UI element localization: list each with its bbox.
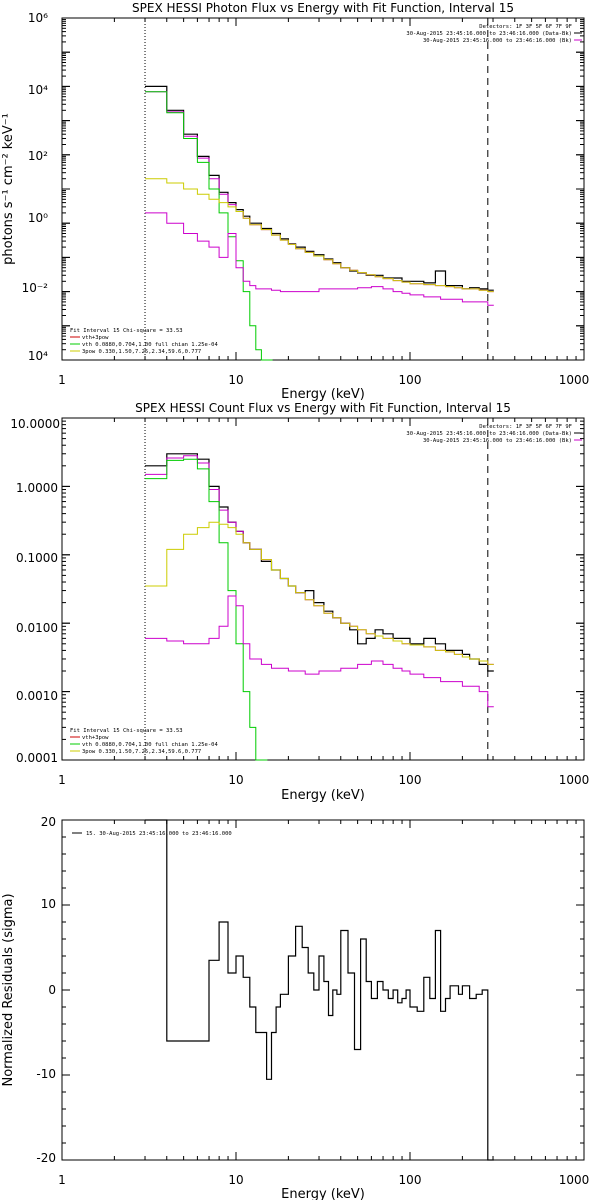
count-flux-ytick-label: 0.0001 xyxy=(16,751,58,765)
photon-flux-xtick-label: 1 xyxy=(58,373,66,387)
residuals-series xyxy=(145,819,494,1161)
photon-flux-series xyxy=(144,18,494,361)
photon-flux-vth-series xyxy=(145,91,273,361)
count-flux-fit-line: vth+3pow xyxy=(82,735,109,741)
photon-flux-xtick-label: 100 xyxy=(399,373,422,387)
count-flux-x-axis-label: Energy (keV) xyxy=(281,788,365,803)
count-flux-vth-series xyxy=(145,458,268,761)
residuals-xtick-label: 1 xyxy=(58,1173,66,1187)
count-flux-ytick-label: 0.0010 xyxy=(16,689,58,703)
photon-flux-xtick-label: 10 xyxy=(228,373,243,387)
photon-flux-frame xyxy=(61,17,585,361)
count-flux-xtick-label: 10 xyxy=(228,773,243,787)
photon-flux-info-line: 30-Aug-2015 23:45:16.000 to 23:46:16.000… xyxy=(423,38,572,44)
count-flux-fit-line: 3pow 0.330,1.50,7.25,2.34,59.6,0.777 xyxy=(82,749,201,755)
residuals-legend-label: 15. 30-Aug-2015 23:45:16.000 to 23:46:16… xyxy=(86,831,232,837)
count-flux-ytick-label: 0.0100 xyxy=(16,621,58,635)
photon-flux-3pow-series xyxy=(145,178,494,293)
count-flux-ytick-label: 1.0000 xyxy=(16,481,58,495)
count-flux-info-line: 30-Aug-2015 23:45:16.000 to 23:46:16.000… xyxy=(406,431,572,437)
residuals-frame xyxy=(61,819,585,1161)
photon-flux-ytick-label: 10⁶ xyxy=(28,11,48,25)
photon-flux-fit-line: 3pow 0.330,1.50,7.25,2.34,59.6,0.777 xyxy=(82,349,201,355)
photon-flux-info-line: Detectors: 1F 3F 5F 6F 7F 9F xyxy=(479,24,572,30)
count-flux-vth-3pow-fit-series xyxy=(145,455,494,665)
count-flux-info-line: Detectors: 1F 3F 5F 6F 7F 9F xyxy=(479,424,572,430)
residuals-ytick-label: 20 xyxy=(41,815,56,829)
photon-flux-fit-line: Fit Interval 15 Chi-square = 33.53 xyxy=(70,328,183,334)
photon-flux-fit-line: vth+3pow xyxy=(82,335,109,341)
count-flux-xtick-label: 1 xyxy=(58,773,66,787)
count-flux-title: SPEX HESSI Count Flux vs Energy with Fit… xyxy=(135,401,511,415)
residuals-ytick-label: -10 xyxy=(36,1067,56,1081)
count-flux-frame xyxy=(61,417,585,761)
photon-flux-ytick-label: 10⁴ xyxy=(28,83,48,97)
residuals-ytick-label: -20 xyxy=(36,1151,56,1165)
photon-flux-ticks xyxy=(61,17,585,361)
photon-flux-ytick-label: 10⁻² xyxy=(22,281,49,295)
count-flux-ticks xyxy=(61,417,585,761)
photon-flux-xtick-label: 1000 xyxy=(559,373,590,387)
count-flux-series xyxy=(144,418,494,761)
photon-flux-panel: SPEX HESSI Photon Flux vs Energy with Fi… xyxy=(1,1,589,402)
photon-flux-x-axis-label: Energy (keV) xyxy=(281,387,365,402)
photon-flux-title: SPEX HESSI Photon Flux vs Energy with Fi… xyxy=(132,1,514,15)
photon-flux-ytick-label: 10⁴ xyxy=(28,349,48,363)
count-flux-xtick-label: 100 xyxy=(399,773,422,787)
residuals-panel: 20 10 0 -10 -20 1 10 100 1000 Energy (ke… xyxy=(1,815,589,1200)
residuals-y-axis-label: Normalized Residuals (sigma) xyxy=(1,893,16,1086)
count-flux-xtick-label: 1000 xyxy=(559,773,590,787)
residuals-xtick-label: 10 xyxy=(228,1173,243,1187)
photon-flux-data-minus-bk-series xyxy=(145,85,494,291)
count-flux-panel: SPEX HESSI Count Flux vs Energy with Fit… xyxy=(10,401,589,803)
photon-flux-ytick-label: 10² xyxy=(28,149,48,163)
residuals-xtick-label: 1000 xyxy=(559,1173,590,1187)
count-flux-fit-line: Fit Interval 15 Chi-square = 33.53 xyxy=(70,728,183,734)
residuals-ytick-label: 10 xyxy=(41,897,56,911)
photon-flux-background-series xyxy=(145,212,494,306)
count-flux-data-minus-bk-series xyxy=(145,453,494,672)
count-flux-3pow-series xyxy=(145,521,494,665)
photon-flux-ytick-label: 10⁰ xyxy=(28,211,48,225)
photon-flux-info-line: 30-Aug-2015 23:45:16.000 to 23:46:16.000… xyxy=(406,31,572,37)
residuals-ytick-label: 0 xyxy=(48,983,56,997)
photon-flux-fit-line: vth 0.0880,0.704,1.00 full chian 1.25e-0… xyxy=(82,342,218,348)
count-flux-ytick-label: 0.1000 xyxy=(16,551,58,565)
count-flux-ytick-label: 10.0000 xyxy=(10,417,60,431)
residuals-data-minus-bk-series xyxy=(145,819,494,1161)
count-flux-background-series xyxy=(145,595,494,708)
count-flux-info-line: 30-Aug-2015 23:45:16.000 to 23:46:16.000… xyxy=(423,438,572,444)
residuals-xtick-label: 100 xyxy=(399,1173,422,1187)
count-flux-fit-line: vth 0.0880,0.704,1.00 full chian 1.25e-0… xyxy=(82,742,218,748)
photon-flux-y-axis-label: photons s⁻¹ cm⁻² keV⁻¹ xyxy=(1,113,16,265)
residuals-ticks xyxy=(61,819,585,1161)
residuals-x-axis-label: Energy (keV) xyxy=(281,1187,365,1200)
